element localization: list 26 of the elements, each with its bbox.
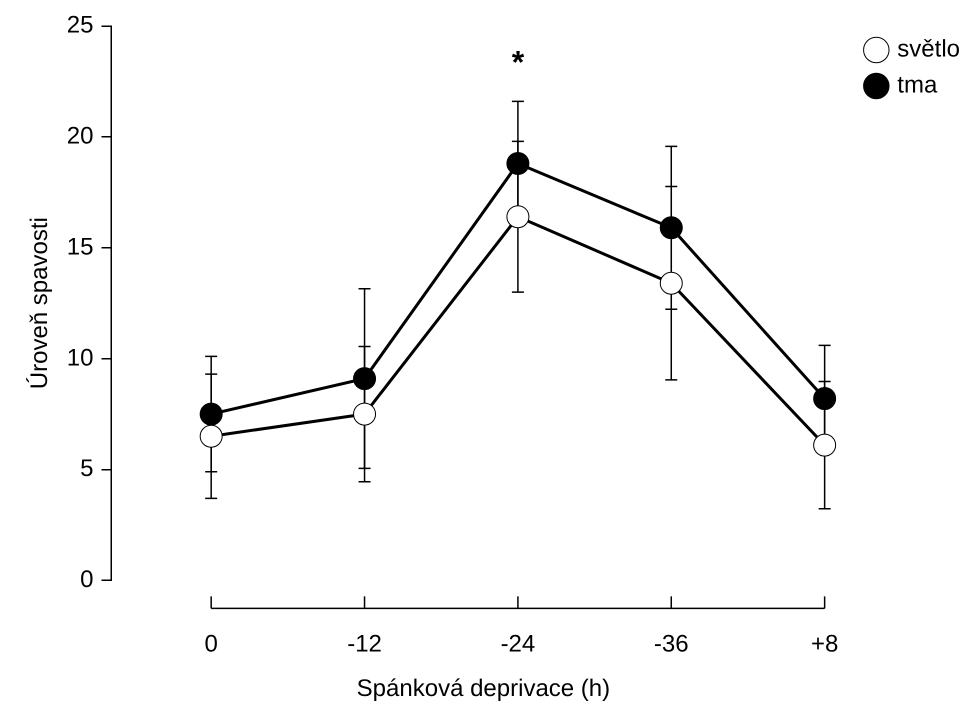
point [660,272,683,295]
annotation: * [512,44,525,80]
y-tick-label: 5 [80,455,94,482]
x-tick-label: -12 [347,630,382,658]
point [506,152,530,175]
legend-label: tma [897,72,938,99]
point [200,402,223,426]
x-tick-label: -24 [500,630,536,658]
point [506,205,530,228]
x-tick-label: -36 [654,630,689,658]
point [813,434,836,457]
y-tick-label: 25 [66,12,94,39]
x-tick-label: 0 [204,630,218,658]
y-axis-title: Úroveň spavosti [26,217,54,390]
y-tick-label: 20 [66,122,94,150]
point [813,387,836,410]
legend-label: světlo [897,36,960,63]
point [353,402,376,426]
y-tick-label: 0 [80,566,94,594]
point [353,367,376,390]
y-tick-label: 10 [66,344,94,372]
x-axis-title: Spánková deprivace (h) [356,675,610,702]
y-tick-label: 15 [66,233,94,260]
point [200,424,223,448]
point [660,216,683,240]
x-tick-label: +8 [810,630,838,658]
